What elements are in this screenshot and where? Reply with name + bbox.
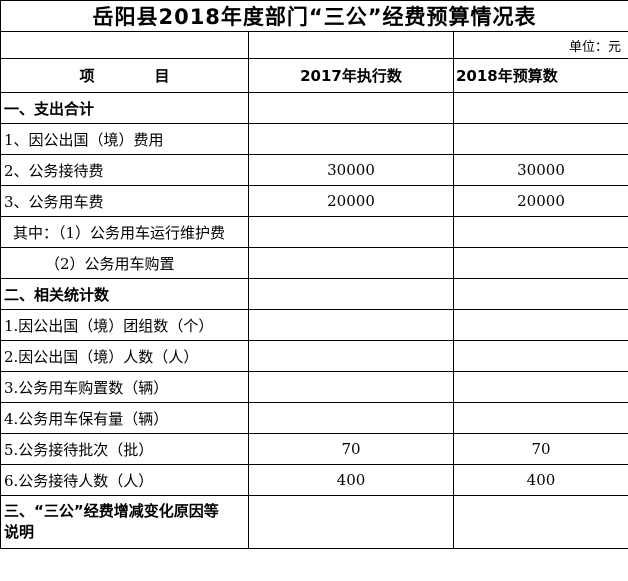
table-row-vehicle-maintenance: 其中：（1）公务用车运行维护费	[0, 216, 628, 248]
item-cell: 3、公务用车费	[0, 185, 249, 217]
item-cell: 5.公务接待批次（批）	[0, 433, 249, 465]
item-cell: 2、公务接待费	[0, 154, 249, 186]
table-row-vehicle-purchase: （2）公务用车购置	[0, 247, 628, 279]
value-2018-cell: 20000	[453, 185, 628, 217]
value-2017-cell	[248, 340, 454, 372]
value-2018-cell	[453, 495, 628, 549]
column-header-item: 项 目	[0, 58, 249, 93]
value-2017-cell	[248, 123, 454, 155]
value-2018-cell	[453, 92, 628, 124]
value-2018-cell	[453, 247, 628, 279]
value-2018-cell	[453, 278, 628, 310]
item-cell: （2）公务用车购置	[0, 247, 249, 279]
value-2017-cell	[248, 371, 454, 403]
value-2017-cell	[248, 216, 454, 248]
value-2018-cell: 400	[453, 464, 628, 496]
value-2018-cell	[453, 402, 628, 434]
table-row-vehicles-purchased: 3.公务用车购置数（辆）	[0, 371, 628, 403]
budget-table: 岳阳县2018年度部门“三公”经费预算情况表 单位：元 项 目 2017年执行数…	[0, 0, 628, 549]
value-2018-cell	[453, 216, 628, 248]
title-row: 岳阳县2018年度部门“三公”经费预算情况表	[0, 0, 628, 32]
table-row-statistics-section: 二、相关统计数	[0, 278, 628, 310]
item-cell: 6.公务接待人数（人）	[0, 464, 249, 496]
value-2017-cell: 20000	[248, 185, 454, 217]
table-row-vehicles-owned: 4.公务用车保有量（辆）	[0, 402, 628, 434]
value-2017-cell	[248, 495, 454, 549]
value-2018-cell	[453, 309, 628, 341]
unit-label: 单位：元	[453, 31, 628, 59]
table-row-reception-people: 6.公务接待人数（人） 400 400	[0, 464, 628, 496]
table-row-vehicle-expense: 3、公务用车费 20000 20000	[0, 185, 628, 217]
unit-row-empty-cell	[248, 31, 454, 59]
value-2017-cell	[248, 92, 454, 124]
table-row-reception-expense: 2、公务接待费 30000 30000	[0, 154, 628, 186]
value-2018-cell: 70	[453, 433, 628, 465]
item-cell: 2.因公出国（境）人数（人）	[0, 340, 249, 372]
item-cell: 二、相关统计数	[0, 278, 249, 310]
value-2017-cell: 70	[248, 433, 454, 465]
value-2017-cell: 30000	[248, 154, 454, 186]
value-2018-cell: 30000	[453, 154, 628, 186]
item-cell: 3.公务用车购置数（辆）	[0, 371, 249, 403]
header-row: 项 目 2017年执行数 2018年预算数	[0, 58, 628, 93]
value-2017-cell	[248, 309, 454, 341]
item-cell: 一、支出合计	[0, 92, 249, 124]
page-title: 岳阳县2018年度部门“三公”经费预算情况表	[0, 0, 628, 32]
column-header-2017: 2017年执行数	[248, 58, 454, 93]
value-2017-cell: 400	[248, 464, 454, 496]
table-row-reception-batches: 5.公务接待批次（批） 70 70	[0, 433, 628, 465]
item-cell: 三、“三公”经费增减变化原因等 说明	[0, 495, 249, 549]
value-2017-cell	[248, 278, 454, 310]
item-cell: 1.因公出国（境）团组数（个）	[0, 309, 249, 341]
value-2018-cell	[453, 340, 628, 372]
table-row-abroad-people: 2.因公出国（境）人数（人）	[0, 340, 628, 372]
table-row-expense-total: 一、支出合计	[0, 92, 628, 124]
value-2017-cell	[248, 247, 454, 279]
item-cell: 其中：（1）公务用车运行维护费	[0, 216, 249, 248]
value-2018-cell	[453, 123, 628, 155]
unit-row-empty-cell	[0, 31, 249, 59]
value-2018-cell	[453, 371, 628, 403]
unit-row: 单位：元	[0, 31, 628, 59]
value-2017-cell	[248, 402, 454, 434]
column-header-2018: 2018年预算数	[453, 58, 628, 93]
table-row-abroad-expense: 1、因公出国（境）费用	[0, 123, 628, 155]
item-cell: 4.公务用车保有量（辆）	[0, 402, 249, 434]
table-row-abroad-groups: 1.因公出国（境）团组数（个）	[0, 309, 628, 341]
table-row-change-explanation: 三、“三公”经费增减变化原因等 说明	[0, 495, 628, 549]
item-cell: 1、因公出国（境）费用	[0, 123, 249, 155]
